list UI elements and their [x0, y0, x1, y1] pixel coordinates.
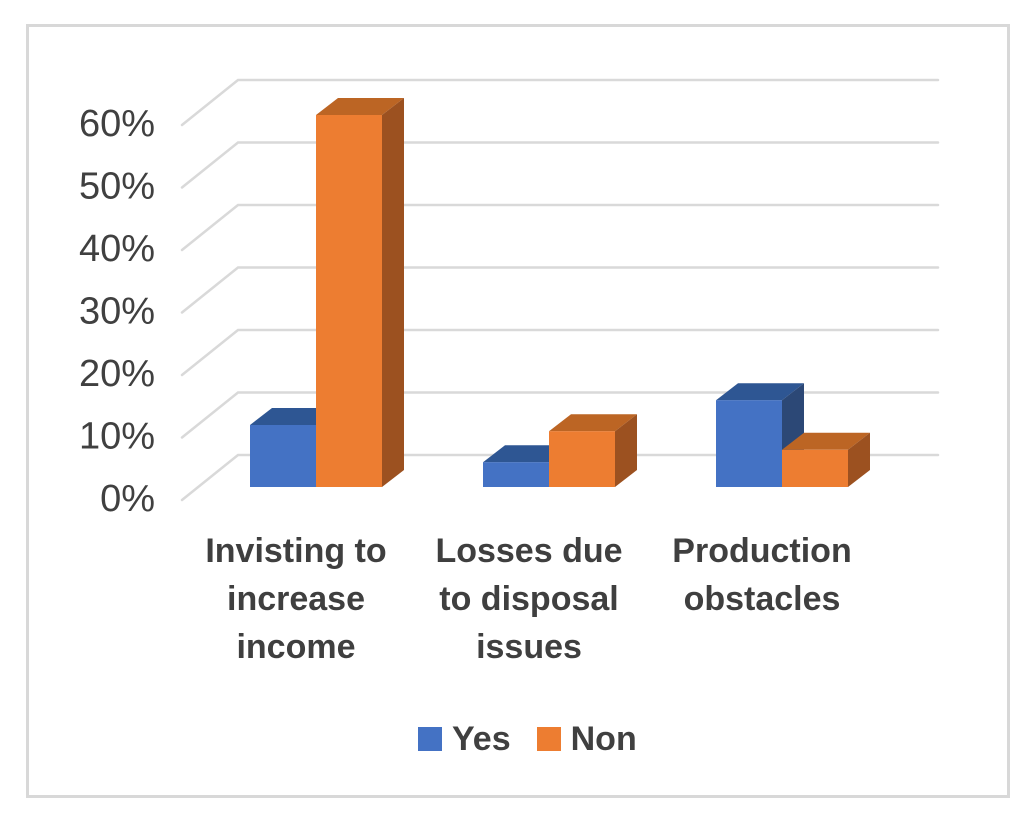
gridline-30: [180, 266, 940, 314]
bar-yes-2-front-face: [716, 400, 782, 487]
y-axis-tick-50: 50%: [79, 166, 155, 208]
category-label-2-line-1: obstacles: [684, 580, 841, 618]
gridline-60: [180, 78, 940, 127]
bar-yes-2-top-face: [716, 383, 804, 401]
y-axis-tick-30: 30%: [79, 291, 155, 333]
y-axis-tick-60: 60%: [79, 103, 155, 145]
gridline-50: [180, 141, 940, 189]
bar-non-2-side-face: [848, 432, 870, 487]
category-label-2-line-0: Production: [672, 532, 851, 570]
gridline-0: [180, 453, 940, 502]
legend-swatch-yes: [418, 727, 442, 751]
y-axis-tick-0: 0%: [100, 478, 155, 520]
y-axis-tick-20: 20%: [79, 353, 155, 395]
category-label-1-line-0: Losses due: [435, 532, 622, 570]
y-axis-tick-40: 40%: [79, 228, 155, 270]
chart-border: [26, 24, 1010, 798]
bar-non-2-top-face: [782, 432, 870, 450]
category-label-0-line-2: income: [236, 628, 355, 666]
y-axis-tick-10: 10%: [79, 416, 155, 458]
chart-legend: Yes Non: [418, 722, 637, 756]
legend-item-yes: Yes: [418, 722, 511, 756]
legend-item-non: Non: [536, 720, 637, 758]
bar-non-0-top-face: [316, 98, 404, 115]
bar-yes-0-front-face: [250, 425, 316, 487]
legend-swatch-non: [536, 727, 561, 751]
legend-label-yes: Yes: [452, 720, 511, 758]
category-label-0-line-0: Invisting to: [205, 532, 386, 570]
bar-non-2-front-face: [782, 449, 848, 487]
category-label-1-line-2: issues: [476, 628, 582, 666]
bar-non-0-front-face: [316, 115, 382, 487]
bar-non-1-top-face: [549, 414, 637, 432]
category-label-1-line-1: to disposal: [439, 580, 618, 618]
bar-non-1-side-face: [615, 414, 637, 487]
gridline-40: [180, 203, 940, 252]
bar-non-0-side-face: [382, 98, 404, 487]
legend-label-non: Non: [570, 720, 637, 758]
category-label-0-line-1: increase: [227, 580, 365, 618]
gridline-10: [180, 391, 940, 439]
gridline-20: [180, 328, 940, 377]
bar-non-1-front-face: [549, 431, 615, 487]
bar-yes-1-front-face: [483, 462, 549, 487]
